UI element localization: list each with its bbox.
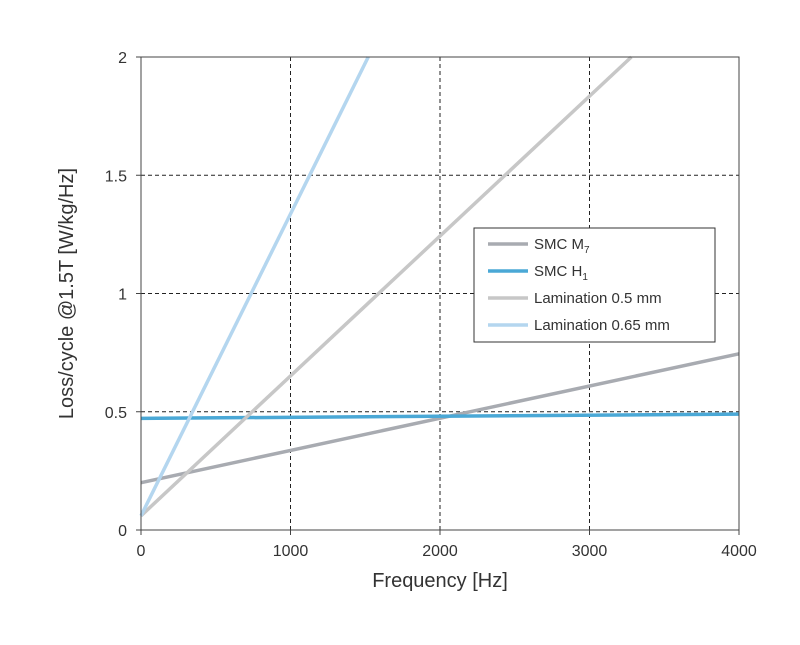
y-tick-label: 0 <box>118 523 127 540</box>
series-line <box>140 352 740 485</box>
legend-entry: Lamination 0.5 mm <box>534 290 662 307</box>
y-tick-label: 1 <box>118 287 127 304</box>
x-axis-label: Frequency [Hz] <box>372 570 508 592</box>
series-lines <box>139 55 740 518</box>
legend-box <box>473 227 716 343</box>
legend-subscript: 7 <box>584 245 590 256</box>
x-tick-label: 4000 <box>721 543 757 560</box>
y-tick-label: 0.5 <box>105 405 127 422</box>
y-tick-label: 1.5 <box>105 168 127 185</box>
axis-ticks: 0 1000 2000 3000 4000 0 0.5 1 1.5 2 <box>105 50 757 560</box>
legend-entry: SMC M7 <box>534 236 590 256</box>
x-tick-label: 0 <box>137 543 146 560</box>
x-tick-label: 1000 <box>273 543 309 560</box>
legend-entry: SMC H1 <box>534 263 588 283</box>
y-axis-label: Loss/cycle @1.5T [W/kg/Hz] <box>56 168 78 419</box>
legend-entry: Lamination 0.65 mm <box>534 317 670 334</box>
series-line <box>140 412 740 421</box>
series-line <box>139 56 370 517</box>
legend-subscript: 1 <box>582 272 588 283</box>
series-line <box>139 55 633 518</box>
y-tick-label: 2 <box>118 50 127 67</box>
legend: SMC M7 SMC H1 Lamination 0.5 mm Lamination … <box>473 227 716 343</box>
x-tick-label: 2000 <box>422 543 458 560</box>
x-tick-label: 3000 <box>572 543 608 560</box>
